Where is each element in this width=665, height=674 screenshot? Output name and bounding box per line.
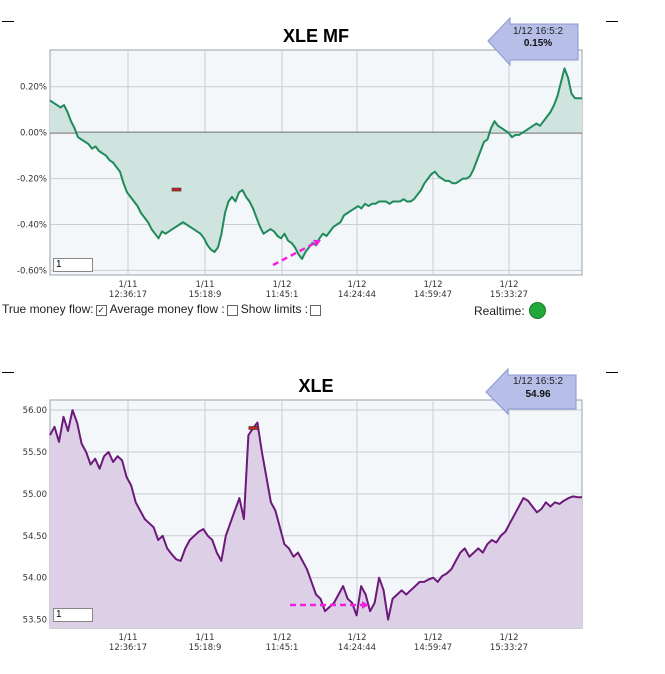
x-tick-time: 12:36:17: [109, 290, 147, 300]
trend-arrow-head: [313, 239, 321, 247]
realtime-status-icon[interactable]: [528, 302, 546, 319]
trend-arrow: [272, 241, 316, 267]
x-tick-time: 14:59:47: [414, 643, 452, 653]
x-axis: 1/1112:36:171/1115:18:91/1211:45:11/1214…: [109, 280, 528, 300]
y-tick-label: -0.60%: [17, 266, 47, 276]
y-tick-label: 55.00: [23, 490, 47, 500]
corner-dash-left: [2, 372, 14, 373]
event-marker: [248, 426, 259, 430]
price-chart-panel: XLE 56.00 55.50 55.00 54.50 54.00 53.50 1/11 1…: [0, 355, 665, 674]
current-value-badge[interactable]: 1/12 16:5:2 0.15%: [487, 16, 579, 67]
x-tick-date: 1/12: [272, 633, 291, 643]
realtime-indicator: Realtime:: [474, 302, 546, 319]
y-tick-label: -0.40%: [17, 220, 47, 230]
x-tick-time: 15:18:9: [189, 643, 222, 653]
average-money-flow-checkbox[interactable]: [226, 304, 238, 316]
x-tick-date: 1/12: [499, 280, 518, 290]
range-input[interactable]: 1: [53, 258, 93, 272]
x-tick-time: 14:24:44: [338, 290, 376, 300]
show-limits-checkbox[interactable]: [310, 304, 322, 316]
x-tick-time: 15:18:9: [189, 290, 222, 300]
money-flow-chart: XLE MF 0.20% 0.00% -0.20% -0.40% -0.60% 1/11…: [17, 16, 583, 300]
badge-time: 1/12 16:5:2: [513, 376, 563, 387]
chart-plot: [49, 67, 582, 267]
x-tick-time: 12:36:17: [109, 643, 147, 653]
x-tick-time: 15:33:27: [490, 643, 528, 653]
trend-arrow-head: [361, 601, 369, 609]
y-tick-label: 55.50: [23, 448, 47, 458]
true-money-flow-checkbox[interactable]: ✓: [95, 304, 107, 316]
series-area: [50, 410, 582, 628]
average-money-flow-label: Average money flow :: [109, 302, 225, 316]
x-tick-time: 14:24:44: [338, 643, 376, 653]
x-tick-date: 1/12: [499, 633, 518, 643]
realtime-label: Realtime:: [474, 303, 525, 318]
x-axis: 1/1112:36:171/1115:18:91/1211:45:11/1214…: [109, 633, 528, 653]
show-limits-label: Show limits :: [240, 302, 309, 316]
x-tick-time: 11:45:1: [266, 643, 299, 653]
x-tick-time: 14:59:47: [414, 290, 452, 300]
badge-time: 1/12 16:5:2: [513, 26, 563, 37]
x-tick-date: 1/11: [195, 280, 214, 290]
corner-dash-right: [606, 21, 618, 22]
y-tick-label: 54.50: [23, 532, 47, 542]
chart-title: XLE MF: [283, 26, 349, 46]
x-tick-date: 1/11: [118, 280, 137, 290]
y-tick-label: 0.00%: [20, 129, 47, 139]
y-tick-label: -0.20%: [17, 175, 47, 185]
y-tick-label: 54.00: [23, 574, 47, 584]
current-value-badge[interactable]: 1/12 16:5:2 54.96: [485, 367, 577, 416]
badge-value: 0.15%: [524, 38, 552, 49]
x-tick-date: 1/11: [118, 633, 137, 643]
series-area: [50, 68, 582, 259]
corner-dash-left: [2, 21, 14, 22]
x-tick-date: 1/12: [423, 280, 442, 290]
x-tick-date: 1/12: [347, 633, 366, 643]
corner-dash-right: [606, 372, 618, 373]
y-tick-label: 56.00: [23, 406, 47, 416]
chart-plot: [49, 409, 582, 628]
y-tick-label: 53.50: [23, 616, 47, 626]
x-tick-date: 1/12: [423, 633, 442, 643]
series-line: [49, 409, 582, 621]
money-flow-chart-panel: XLE MF 0.20% 0.00% -0.20% -0.40% -0.60% 1/11…: [0, 0, 665, 320]
y-axis: 0.20% 0.00% -0.20% -0.40% -0.60%: [17, 83, 47, 277]
chart-title: XLE: [298, 376, 333, 396]
y-axis: 56.00 55.50 55.00 54.50 54.00 53.50: [23, 406, 47, 626]
true-money-flow-label: True money flow:: [2, 302, 94, 316]
x-tick-date: 1/12: [272, 280, 291, 290]
x-tick-date: 1/11: [195, 633, 214, 643]
y-tick-label: 0.20%: [20, 83, 47, 93]
x-tick-date: 1/12: [347, 280, 366, 290]
badge-value: 54.96: [525, 389, 550, 400]
x-tick-time: 11:45:1: [266, 290, 299, 300]
x-tick-time: 15:33:27: [490, 290, 528, 300]
range-input[interactable]: 1: [53, 608, 93, 622]
event-marker: [171, 187, 182, 192]
options-bar: True money flow: ✓ Average money flow : …: [2, 302, 324, 316]
